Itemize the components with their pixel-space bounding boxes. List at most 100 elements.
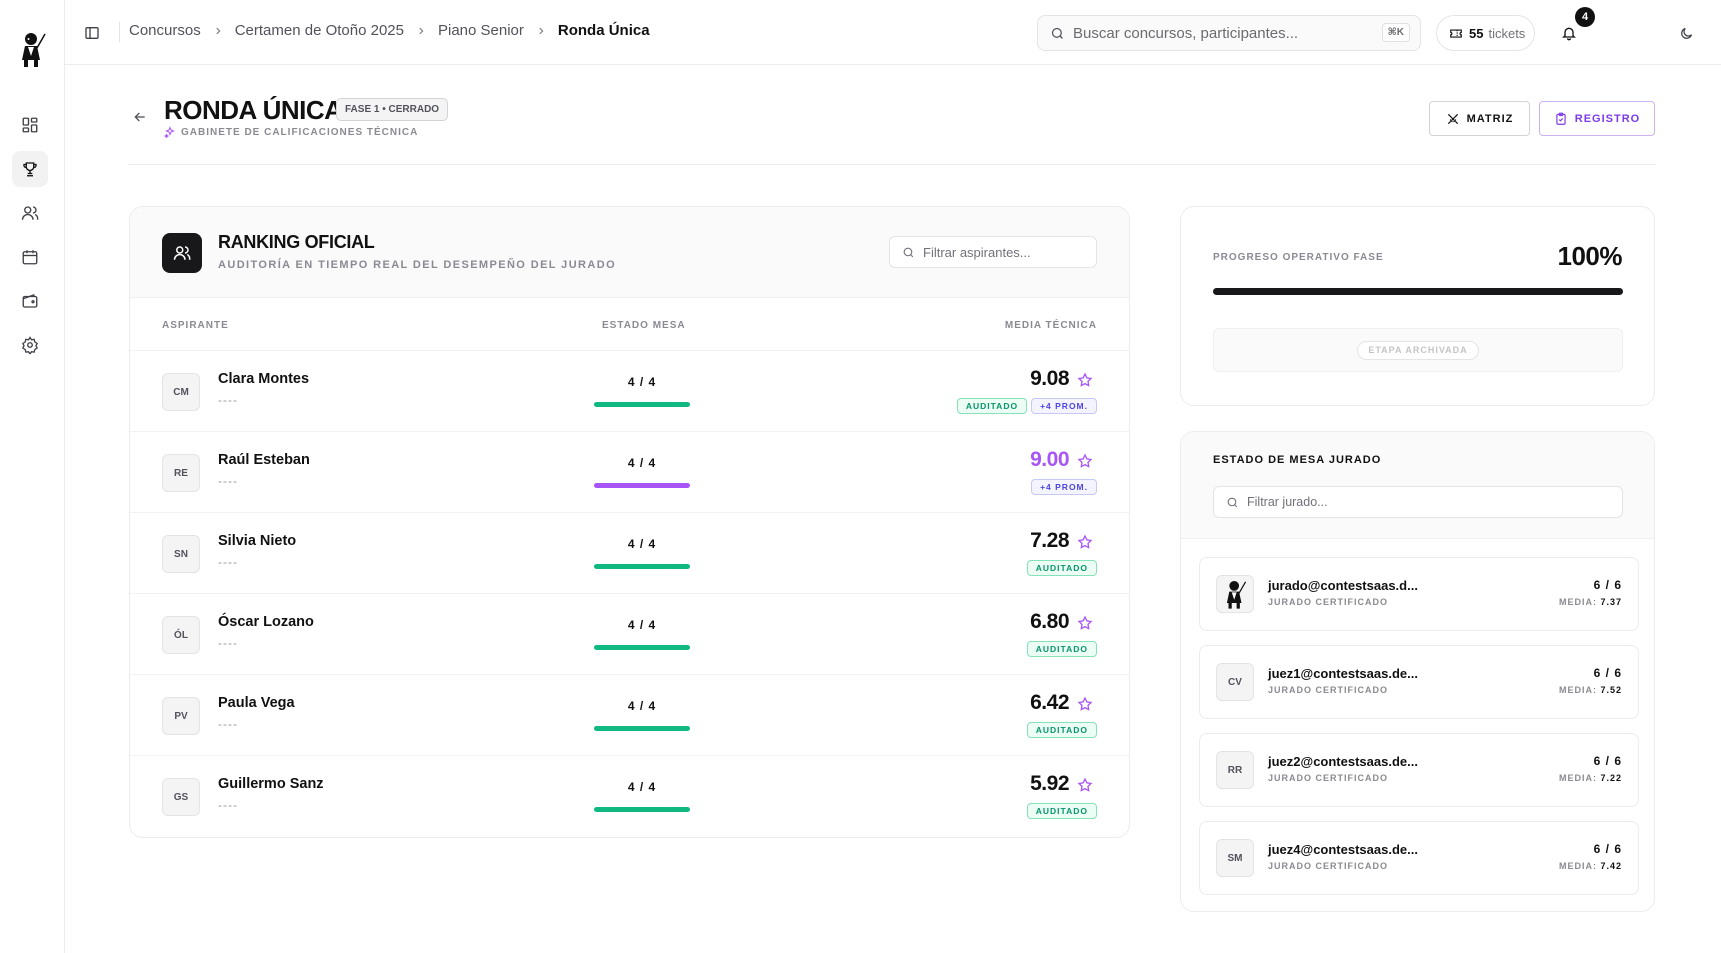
ranking-row[interactable]: GS Guillermo Sanz ---- 4 / 4 5.92 AUDITA… <box>130 755 1129 836</box>
trophy-icon <box>23 162 37 177</box>
jury-role: JURADO CERTIFICADO <box>1268 773 1389 783</box>
breadcrumb-item[interactable]: Piano Senior <box>437 22 524 39</box>
chevron-right-icon <box>536 26 546 36</box>
jury-email: juez4@contestsaas.de... <box>1268 842 1418 857</box>
swords-icon <box>1447 113 1458 124</box>
star-icon[interactable] <box>1077 615 1093 631</box>
topbar-divider <box>119 22 120 42</box>
candidate-name: Paula Vega <box>218 695 295 711</box>
technical-score: 7.28 <box>1030 529 1069 552</box>
ranking-row[interactable]: SN Silvia Nieto ---- 4 / 4 7.28 AUDITADO <box>130 512 1129 593</box>
bell-icon <box>1562 27 1576 41</box>
candidate-name: Óscar Lozano <box>218 614 314 630</box>
jury-member-card[interactable]: SM juez4@contestsaas.de... JURADO CERTIF… <box>1199 821 1639 895</box>
registry-button-label: REGISTRO <box>1574 112 1641 125</box>
breadcrumb-item[interactable]: Concursos <box>129 22 201 39</box>
tickets-button[interactable]: 55 tickets <box>1436 15 1535 51</box>
candidate-sub: ---- <box>218 474 238 488</box>
ranking-row[interactable]: PV Paula Vega ---- 4 / 4 6.42 AUDITADO <box>130 674 1129 755</box>
promotion-badge: +4 PROM. <box>1031 398 1097 414</box>
ranking-title: RANKING OFICIAL <box>218 232 375 252</box>
candidate-sub: ---- <box>218 555 238 569</box>
jury-average: MEDIA: 7.37 <box>1559 597 1622 607</box>
ticket-icon <box>1450 29 1462 38</box>
ranking-row[interactable]: RE Raúl Esteban ---- 4 / 4 9.00 +4 PROM. <box>130 431 1129 512</box>
evaluation-progress-bar <box>594 483 690 488</box>
jury-average-value: 7.22 <box>1600 773 1622 783</box>
jury-email: jurado@contestsaas.d... <box>1268 578 1418 593</box>
nav-calendar[interactable] <box>12 239 48 275</box>
jury-title: ESTADO DE MESA JURADO <box>1213 454 1382 466</box>
candidate-name: Raúl Esteban <box>218 452 310 468</box>
jury-filter[interactable] <box>1213 486 1623 518</box>
candidate-name: Clara Montes <box>218 371 310 387</box>
users-icon <box>21 206 39 220</box>
audited-badge: AUDITADO <box>1026 641 1097 657</box>
jury-average-value: 7.52 <box>1600 685 1622 695</box>
sidebar-toggle-button[interactable] <box>80 21 104 45</box>
nav-users[interactable] <box>12 195 48 231</box>
technical-score: 5.92 <box>1030 772 1069 795</box>
jury-member-card[interactable]: RR juez2@contestsaas.de... JURADO CERTIF… <box>1199 733 1639 807</box>
registry-button[interactable]: REGISTRO <box>1539 101 1655 136</box>
jury-filter-input[interactable] <box>1247 495 1607 509</box>
star-icon[interactable] <box>1077 777 1093 793</box>
breadcrumb-item[interactable]: Certamen de Otoño 2025 <box>234 22 404 39</box>
star-icon[interactable] <box>1077 696 1093 712</box>
star-icon[interactable] <box>1077 534 1093 550</box>
jury-average-label: MEDIA: <box>1558 597 1597 607</box>
star-icon[interactable] <box>1077 453 1093 469</box>
sparkles-icon <box>164 126 175 138</box>
audited-badge: AUDITADO <box>956 398 1028 414</box>
candidates-filter[interactable] <box>889 236 1097 268</box>
matrix-button[interactable]: MATRIZ <box>1429 101 1530 136</box>
column-header-aspirante: ASPIRANTE <box>162 320 229 331</box>
nav-dashboard[interactable] <box>12 107 48 143</box>
search-icon <box>1051 27 1063 39</box>
page-subtitle: GABINETE DE CALIFICACIONES TÉCNICA <box>164 126 418 138</box>
promotion-badge: +4 PROM. <box>1031 479 1097 495</box>
nav-settings[interactable] <box>12 327 48 363</box>
jury-member-card[interactable]: jurado@contestsaas.d... JURADO CERTIFICA… <box>1199 557 1639 631</box>
dashboard-icon <box>22 117 38 133</box>
avatar: CM <box>162 373 200 411</box>
breadcrumb-current: Ronda Única <box>557 22 650 39</box>
candidate-name: Silvia Nieto <box>218 533 297 549</box>
progress-bar <box>1213 288 1623 295</box>
search-input[interactable] <box>1073 24 1373 42</box>
global-search[interactable]: ⌘K <box>1037 15 1421 51</box>
ranking-panel: RANKING OFICIAL AUDITORÍA EN TIEMPO REAL… <box>129 206 1130 838</box>
ranking-row[interactable]: ÓL Óscar Lozano ---- 4 / 4 6.80 AUDITADO <box>130 593 1129 674</box>
breadcrumb: Concursos Certamen de Otoño 2025 Piano S… <box>129 22 650 39</box>
nav-contests[interactable] <box>12 151 48 187</box>
candidates-filter-input[interactable] <box>923 244 1083 260</box>
ranking-header: RANKING OFICIAL AUDITORÍA EN TIEMPO REAL… <box>130 207 1129 298</box>
theme-toggle-button[interactable] <box>1675 22 1697 44</box>
app-logo[interactable] <box>16 30 48 68</box>
evaluation-progress-bar <box>594 807 690 812</box>
ranking-row[interactable]: CM Clara Montes ---- 4 / 4 9.08 AUDITADO… <box>130 350 1129 431</box>
evaluations-count: 4 / 4 <box>627 537 657 551</box>
progress-label: PROGRESO OPERATIVO FASE <box>1213 252 1384 263</box>
jury-evaluations-count: 6 / 6 <box>1593 578 1622 592</box>
evaluation-progress-bar <box>594 726 690 731</box>
notifications-button[interactable] <box>1557 21 1581 45</box>
nav-wallet[interactable] <box>12 283 48 319</box>
jury-member-card[interactable]: CV juez1@contestsaas.de... JURADO CERTIF… <box>1199 645 1639 719</box>
star-icon[interactable] <box>1077 372 1093 388</box>
jury-header: ESTADO DE MESA JURADO <box>1181 432 1654 539</box>
avatar: RE <box>162 454 200 492</box>
evaluations-count: 4 / 4 <box>627 375 657 389</box>
column-header-media: MEDIA TÉCNICA <box>1004 320 1097 331</box>
evaluation-progress-bar <box>594 564 690 569</box>
archived-stage-badge: ETAPA ARCHIVADA <box>1357 340 1479 360</box>
page-title: RONDA ÚNICA <box>164 95 343 125</box>
row-badges: AUDITADO <box>1026 722 1097 738</box>
candidate-sub: ---- <box>218 393 238 407</box>
conductor-avatar-icon <box>1226 581 1247 609</box>
sidebar <box>0 0 65 953</box>
matrix-button-label: MATRIZ <box>1466 112 1514 125</box>
avatar: ÓL <box>162 616 200 654</box>
row-badges: AUDITADO <box>1026 560 1097 576</box>
back-button[interactable] <box>132 109 148 125</box>
